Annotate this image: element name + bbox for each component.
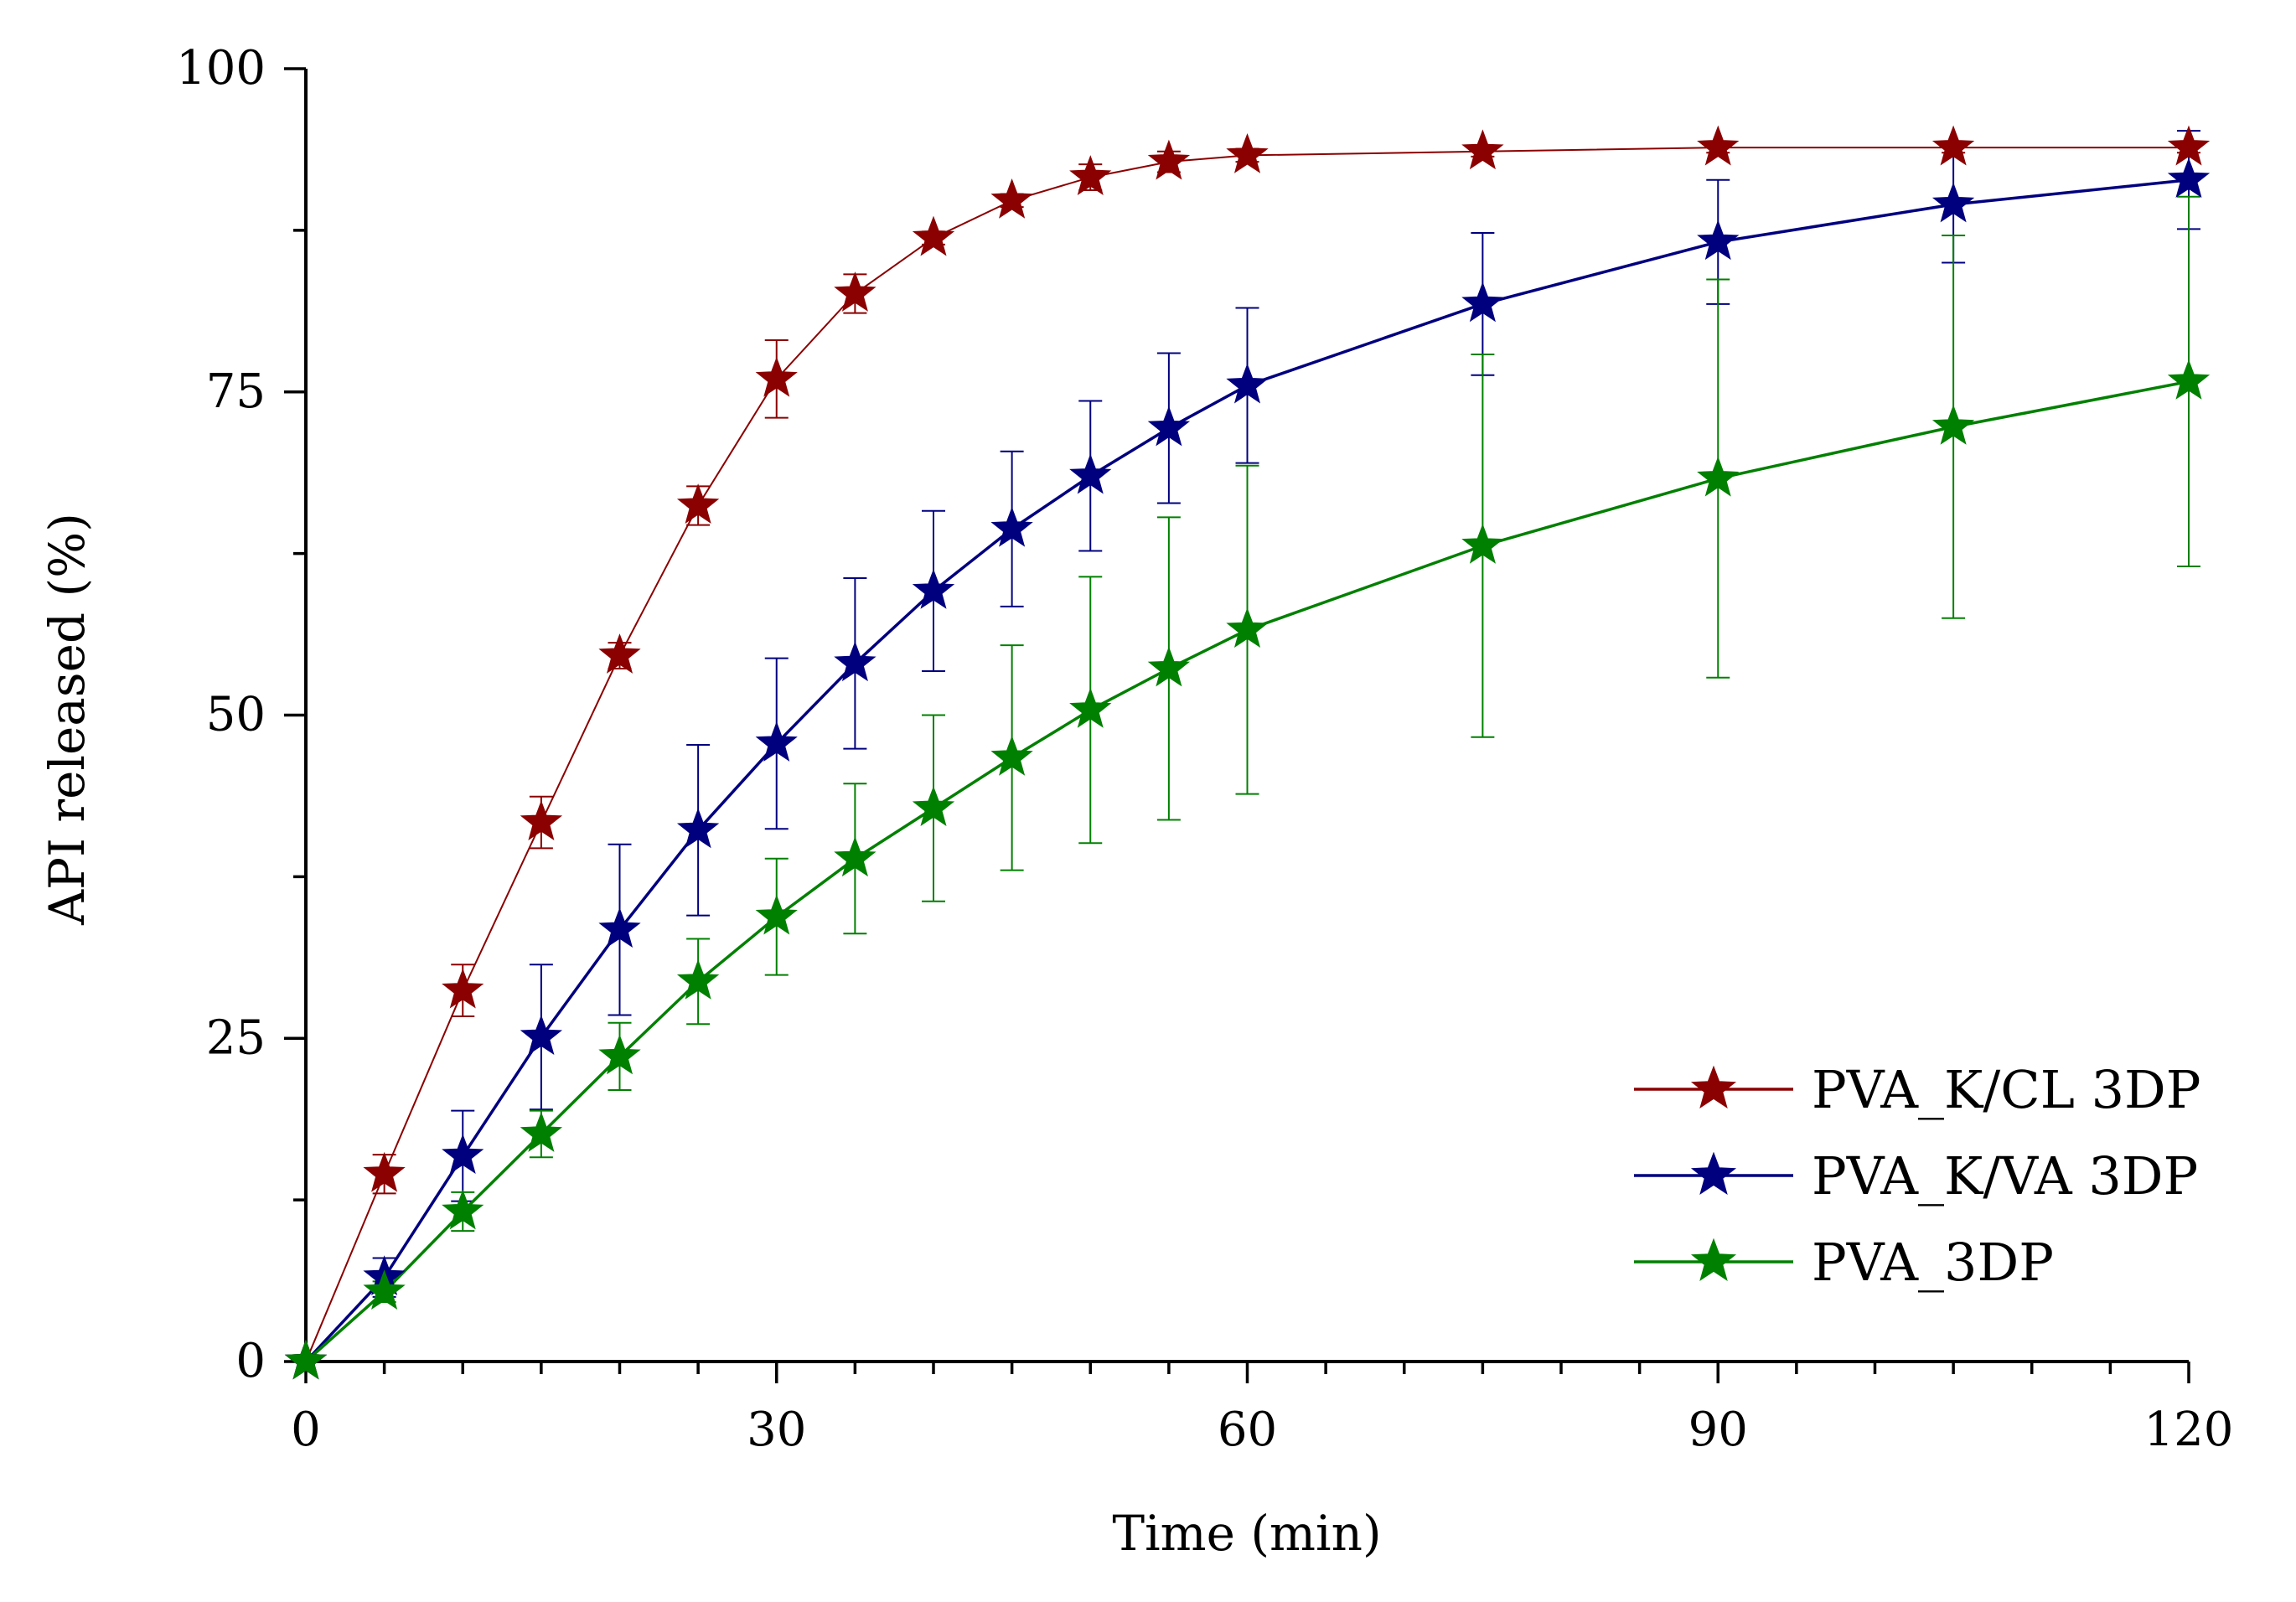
data-point [598, 1034, 641, 1075]
legend-marker [1690, 1065, 1737, 1108]
data-point [1461, 129, 1504, 170]
data-point [1461, 523, 1504, 564]
data-point [520, 1015, 563, 1056]
data-point [990, 178, 1033, 219]
data-point [676, 483, 720, 524]
data-point [1069, 453, 1112, 494]
data-point [2167, 359, 2211, 400]
legend: PVA_K/CL 3DP PVA_K/VA 3DP PVA_3DP [1634, 1059, 2200, 1293]
data-point [755, 894, 798, 935]
data-point [363, 1269, 406, 1310]
data-point [1226, 607, 1269, 649]
y-tick-label: 100 [176, 41, 266, 96]
legend-label: PVA_K/CL 3DP [1812, 1059, 2200, 1120]
data-point [990, 506, 1033, 547]
error-bars [372, 130, 2200, 1304]
data-point [1461, 282, 1504, 323]
data-point [598, 907, 641, 948]
data-point [676, 808, 720, 849]
x-tick-label: 0 [291, 1403, 321, 1457]
y-tick-label: 0 [235, 1334, 266, 1388]
legend-marker [1690, 1151, 1737, 1195]
x-tick-label: 120 [2144, 1403, 2234, 1457]
data-point [1697, 456, 1740, 497]
data-point [442, 968, 484, 1009]
x-tick-label: 90 [1688, 1403, 1748, 1457]
data-point [598, 633, 641, 674]
data-point [520, 1111, 563, 1152]
data-point [834, 271, 877, 312]
data-point [1069, 687, 1112, 728]
legend-label: PVA_3DP [1812, 1232, 2054, 1293]
x-tick-label: 30 [747, 1403, 806, 1457]
data-point [1931, 182, 1975, 223]
data-point [520, 800, 563, 840]
data-point [363, 1151, 406, 1192]
data-point [912, 786, 955, 826]
data-point [1697, 220, 1740, 261]
data-point [834, 641, 877, 682]
data-point [2167, 125, 2211, 166]
data-point [834, 836, 877, 877]
data-point [1931, 404, 1975, 445]
series-markers [284, 125, 2211, 1380]
data-point [1069, 155, 1112, 195]
data-point [1697, 125, 1740, 166]
axes: 0 30 60 90 120 0 25 50 75 100 [176, 41, 2233, 1457]
data-point [1147, 139, 1191, 180]
data-point [676, 959, 720, 1000]
data-point [1147, 646, 1191, 687]
legend-label: PVA_K/VA 3DP [1812, 1145, 2198, 1207]
data-point [442, 1189, 484, 1230]
data-point [912, 568, 955, 609]
x-axis-title: Time (min) [1112, 1505, 1381, 1562]
legend-marker [1690, 1238, 1737, 1281]
x-tick-label: 60 [1218, 1403, 1277, 1457]
y-tick-label: 25 [206, 1010, 266, 1065]
y-axis-title: API released (%) [39, 513, 96, 926]
data-point [1147, 406, 1191, 447]
data-point [442, 1134, 484, 1175]
y-tick-label: 75 [206, 364, 266, 419]
data-point [990, 735, 1033, 776]
data-point [755, 721, 798, 762]
data-point [912, 215, 955, 256]
data-point [755, 356, 798, 397]
data-point [284, 1339, 328, 1380]
y-tick-label: 50 [206, 688, 266, 742]
data-point [1226, 132, 1269, 173]
data-point [1931, 125, 1975, 166]
data-point [2167, 158, 2211, 199]
data-point [1226, 363, 1269, 404]
